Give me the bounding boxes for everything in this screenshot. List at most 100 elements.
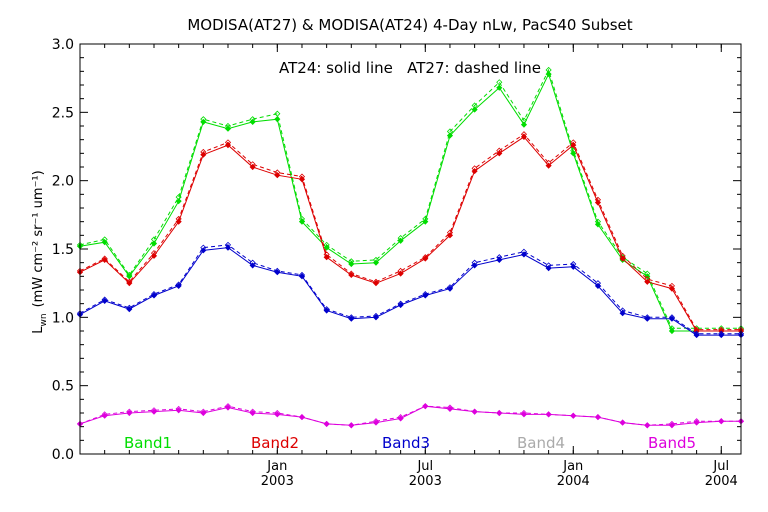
band3-at27-point bbox=[175, 281, 182, 288]
band5-at27-line bbox=[79, 405, 741, 426]
band2-at27-point bbox=[150, 250, 158, 257]
band3-at24-line bbox=[79, 247, 741, 336]
band3-at27-point bbox=[471, 259, 478, 266]
legend-band1: Band1 bbox=[124, 434, 172, 452]
band2-at27-line bbox=[79, 133, 741, 331]
band2-at27-point bbox=[274, 169, 281, 176]
band3-at27-point bbox=[348, 314, 355, 321]
plot-frame bbox=[79, 43, 742, 455]
band2-at27-point bbox=[668, 282, 676, 289]
band2-at24-line bbox=[79, 136, 741, 332]
band3-at27-point bbox=[520, 248, 528, 255]
band5-at27-point bbox=[323, 420, 330, 427]
y-tick-label: 0.5 bbox=[52, 379, 74, 395]
band5-at27-point bbox=[668, 420, 676, 427]
band1-at27-point bbox=[520, 117, 528, 124]
band2-at27-point bbox=[545, 159, 552, 166]
legend: Band1 Band2 Band3 Band4 Band5 bbox=[124, 434, 696, 452]
series-band2 bbox=[76, 131, 745, 335]
x-tick-label-month: Jul bbox=[416, 459, 433, 474]
y-tick-label: 0.0 bbox=[52, 447, 74, 463]
band5-at27-point bbox=[126, 408, 133, 415]
band1-at27-point bbox=[545, 66, 552, 74]
band1-at27-point bbox=[200, 116, 207, 123]
band3-at27-point bbox=[397, 300, 404, 307]
band2-at27-point bbox=[422, 254, 429, 261]
band1-at27-point bbox=[446, 128, 454, 135]
y-axis-label-main: L bbox=[31, 326, 46, 334]
x-tick-label-year: 2004 bbox=[705, 474, 738, 489]
band2-at27-point bbox=[520, 131, 528, 138]
band5-at27-point bbox=[200, 408, 207, 415]
band2-at27-point bbox=[175, 215, 182, 222]
svg-text:Lwn(mW cm⁻² sr⁻¹ um⁻¹): Lwn (mW cm⁻² sr⁻¹ um⁻¹) bbox=[31, 170, 49, 333]
band3-at27-point bbox=[298, 271, 306, 279]
band1-at27-point bbox=[175, 194, 182, 201]
band1-at24-point bbox=[150, 240, 158, 247]
band2-at27-point bbox=[249, 161, 256, 168]
band1-at27-point bbox=[348, 258, 355, 265]
band1-at27-point bbox=[126, 271, 133, 279]
band5-at27-point bbox=[471, 408, 478, 415]
band5-at27-point bbox=[693, 418, 700, 425]
band1-at27-point bbox=[422, 215, 429, 222]
band3-at27-point bbox=[126, 304, 133, 311]
band5-at27-point bbox=[718, 418, 725, 425]
band5-at27-point bbox=[224, 403, 232, 410]
y-tick-label: 1.0 bbox=[52, 310, 74, 326]
band5-at27-point bbox=[594, 414, 602, 421]
y-tick-label: 1.5 bbox=[52, 242, 74, 258]
band5-at27-point bbox=[372, 418, 380, 425]
band3-at27-point bbox=[668, 314, 676, 321]
legend-band4: Band4 bbox=[517, 434, 565, 452]
band3-at27-point bbox=[594, 280, 602, 287]
y-axis-label: Lwn (mW cm⁻² sr⁻¹ um⁻¹) bbox=[31, 170, 49, 333]
band2-at27-point bbox=[224, 139, 232, 146]
band3-at27-point bbox=[644, 314, 651, 321]
x-tick-label-month: Jul bbox=[712, 459, 729, 474]
band5-at27-point bbox=[496, 409, 503, 417]
y-tick-label: 2.0 bbox=[52, 174, 74, 190]
band2-at27-point bbox=[126, 278, 133, 285]
band5-at27-point bbox=[644, 422, 651, 429]
band5-at27-point bbox=[397, 414, 404, 421]
band2-at27-point bbox=[594, 196, 602, 203]
band1-at27-point bbox=[471, 102, 478, 109]
band1-at27-point bbox=[397, 235, 404, 242]
band3-at27-point bbox=[545, 262, 552, 269]
line-style-annotation: AT24: solid line AT27: dashed line bbox=[279, 59, 541, 77]
band1-at27-point bbox=[298, 215, 306, 222]
x-tick-label-year: 2003 bbox=[409, 474, 442, 489]
band2-at27-point bbox=[200, 148, 207, 156]
band1-at27-point bbox=[668, 325, 676, 332]
band3-at27-point bbox=[249, 259, 256, 266]
band3-at27-line bbox=[79, 244, 741, 335]
x-tick-label-year: 2004 bbox=[557, 474, 590, 489]
legend-band3: Band3 bbox=[382, 434, 430, 452]
band2-at27-point bbox=[348, 270, 355, 277]
band3-at27-point bbox=[323, 306, 330, 313]
band2-at27-point bbox=[471, 165, 478, 172]
band2-at27-point bbox=[570, 139, 577, 146]
band3-at27-point bbox=[619, 307, 626, 314]
band5-at27-point bbox=[446, 404, 454, 411]
band1-at27-point bbox=[274, 110, 281, 117]
y-tick-label: 2.5 bbox=[52, 105, 74, 121]
band5-at27-point bbox=[348, 422, 355, 429]
band5-at27-point bbox=[150, 407, 158, 414]
chart-title: MODISA(AT27) & MODISA(AT24) 4-Day nLw, P… bbox=[187, 16, 632, 34]
band5-at27-point bbox=[249, 408, 256, 415]
band5-at27-point bbox=[545, 411, 552, 418]
band3-at27-point bbox=[718, 330, 725, 337]
band5-at27-point bbox=[619, 419, 626, 426]
y-axis-label-units: (mW cm⁻² sr⁻¹ um⁻¹) bbox=[31, 170, 46, 307]
band2-at27-point bbox=[619, 252, 626, 259]
band5-at27-point bbox=[298, 414, 306, 421]
band2-at27-point bbox=[101, 255, 108, 262]
band1-at24-point bbox=[496, 84, 503, 91]
band1-at24-point bbox=[471, 106, 478, 113]
band5-at27-point bbox=[175, 405, 182, 412]
band2-at27-point bbox=[372, 278, 380, 285]
band5-at27-point bbox=[570, 412, 577, 419]
band2-at27-point bbox=[644, 276, 651, 283]
